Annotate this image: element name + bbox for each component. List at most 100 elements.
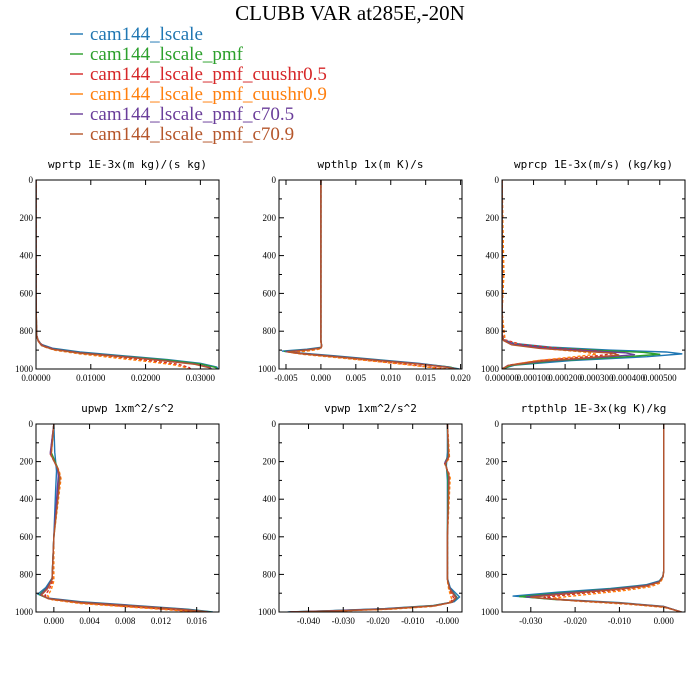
y-tick-label: 200 xyxy=(486,457,500,467)
x-tick-label: 0.008 xyxy=(115,616,136,626)
series-line xyxy=(36,180,212,369)
y-tick-label: 200 xyxy=(20,457,34,467)
series-line xyxy=(530,424,682,612)
y-tick-label: 200 xyxy=(263,457,277,467)
series-group xyxy=(287,424,461,612)
y-tick-label: 200 xyxy=(20,213,34,223)
x-tick-label: -0.005 xyxy=(274,373,298,383)
series-line xyxy=(543,424,682,612)
y-tick-label: 1000 xyxy=(15,607,34,617)
series-line xyxy=(291,424,455,612)
x-tick-label: -0.010 xyxy=(608,616,632,626)
series-line xyxy=(288,180,447,369)
series-group xyxy=(502,180,683,369)
y-tick-label: 0 xyxy=(495,419,500,429)
y-tick-label: 800 xyxy=(263,326,277,336)
series-line xyxy=(502,180,620,369)
y-tick-label: 600 xyxy=(486,288,500,298)
y-tick-label: 0 xyxy=(272,175,277,185)
series-line xyxy=(286,180,456,369)
series-line xyxy=(40,424,208,612)
y-tick-label: 800 xyxy=(486,326,500,336)
y-tick-label: 1000 xyxy=(258,607,277,617)
x-tick-label: 0.012 xyxy=(151,616,171,626)
panel-title: vpwp 1xm^2/s^2 xyxy=(324,402,417,415)
panel-2: wpthlp 1x(m K)/s 0 200 400 600 800 1000-0.005 0… xyxy=(258,158,471,383)
series-line xyxy=(39,424,210,612)
x-tick-label: 0.005 xyxy=(346,373,367,383)
y-tick-label: 200 xyxy=(486,213,500,223)
x-tick-label: 0.000000 xyxy=(485,373,519,383)
series-line xyxy=(44,424,202,612)
x-tick-label: 0.016 xyxy=(187,616,208,626)
series-line xyxy=(36,180,218,369)
plot-frame xyxy=(501,179,686,370)
panel-title: wpthlp 1x(m K)/s xyxy=(318,158,424,171)
plot-frame xyxy=(35,423,220,613)
x-tick-label: -0.010 xyxy=(401,616,425,626)
y-tick-label: 400 xyxy=(486,494,500,504)
x-tick-label: 0.000300 xyxy=(580,373,614,383)
legend-entry: cam144_lscale_pmf_c70.5 xyxy=(90,104,294,125)
y-tick-label: 1000 xyxy=(481,607,500,617)
y-tick-label: 1000 xyxy=(481,364,500,374)
x-tick-label: 0.03000 xyxy=(186,373,216,383)
series-line xyxy=(46,424,197,612)
x-tick-label: 0.01000 xyxy=(76,373,106,383)
y-tick-label: 0 xyxy=(495,175,500,185)
x-tick-label: 0.02000 xyxy=(131,373,161,383)
legend-entry: cam144_lscale_pmf_cuushr0.9 xyxy=(90,84,327,105)
panels: wprtp 1E-3x(m kg)/(s kg) 0 200 400 600 800 100… xyxy=(15,158,686,626)
y-tick-label: 800 xyxy=(263,569,277,579)
legend-entry: cam144_lscale_pmf_cuushr0.5 xyxy=(90,64,327,85)
series-group xyxy=(37,424,213,612)
series-line xyxy=(283,180,458,369)
series-line xyxy=(512,424,682,612)
series-line xyxy=(289,424,458,612)
y-tick-label: 0 xyxy=(29,175,34,185)
y-tick-label: 1000 xyxy=(258,364,277,374)
series-line xyxy=(36,180,219,369)
panel-title: upwp 1xm^2/s^2 xyxy=(81,402,174,415)
y-tick-label: 600 xyxy=(20,288,34,298)
x-tick-label: -0.020 xyxy=(563,616,587,626)
x-tick-label: -0.020 xyxy=(366,616,390,626)
x-tick-label: 0.000 xyxy=(311,373,332,383)
series-line xyxy=(36,180,211,369)
panel-6: rtpthlp 1E-3x(kg K)/kg 0 200 400 600 800 1000 -… xyxy=(481,402,686,626)
series-line xyxy=(287,424,461,612)
x-tick-label: 0.000200 xyxy=(548,373,582,383)
series-line xyxy=(502,180,683,369)
y-tick-label: 400 xyxy=(263,494,277,504)
y-tick-label: 200 xyxy=(263,213,277,223)
series-line xyxy=(36,180,192,369)
x-tick-label: 0.004 xyxy=(79,616,100,626)
panel-title: wprcp 1E-3x(m/s) (kg/kg) xyxy=(514,158,673,171)
series-line xyxy=(37,424,213,612)
y-tick-label: 600 xyxy=(20,532,34,542)
series-group xyxy=(281,180,460,369)
y-tick-label: 800 xyxy=(20,569,34,579)
x-tick-label: 0.015 xyxy=(416,373,437,383)
series-line xyxy=(502,180,617,369)
panel-4: upwp 1xm^2/s^2 0 200 400 600 800 1000 0.000 0.00… xyxy=(15,402,220,626)
series-line xyxy=(281,180,460,369)
y-tick-label: 800 xyxy=(20,326,34,336)
series-group xyxy=(36,180,219,369)
y-tick-label: 400 xyxy=(20,251,34,261)
y-tick-label: 400 xyxy=(20,494,34,504)
panel-3: wprcp 1E-3x(m/s) (kg/kg) 0 200 400 600 800 100… xyxy=(481,158,686,383)
series-line xyxy=(292,424,453,612)
panel-title: rtpthlp 1E-3x(kg K)/kg xyxy=(521,402,667,415)
y-tick-label: 600 xyxy=(263,532,277,542)
series-line xyxy=(36,180,189,369)
panel-1: wprtp 1E-3x(m kg)/(s kg) 0 200 400 600 800 100… xyxy=(15,158,220,383)
x-tick-label: -0.030 xyxy=(332,616,356,626)
series-line xyxy=(290,180,446,369)
y-tick-label: 0 xyxy=(272,419,277,429)
y-tick-label: 0 xyxy=(29,419,34,429)
panel-5: vpwp 1xm^2/s^2 0 200 400 600 800 1000 -0.040 -0.… xyxy=(258,402,463,626)
panel-title: wprtp 1E-3x(m kg)/(s kg) xyxy=(48,158,207,171)
series-line xyxy=(290,424,457,612)
